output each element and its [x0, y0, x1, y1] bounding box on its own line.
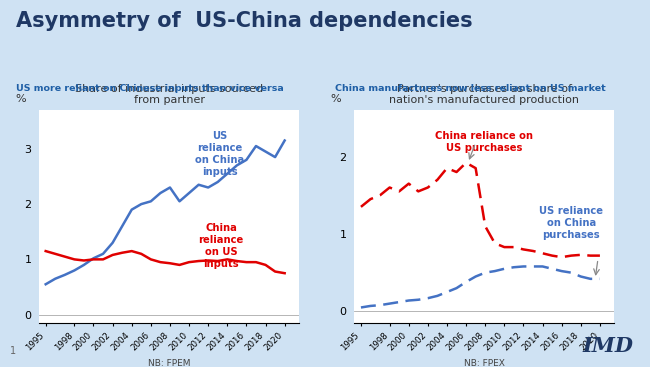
- Text: US
reliance
on China
inputs: US reliance on China inputs: [195, 131, 244, 177]
- Title: Partner's purchases as share of
nation's manufactured production: Partner's purchases as share of nation's…: [389, 84, 579, 105]
- Text: NB: FPEX: NB: FPEX: [464, 359, 504, 367]
- Text: China manufactures now less reliant on US market: China manufactures now less reliant on U…: [335, 84, 606, 94]
- Text: %: %: [16, 94, 26, 104]
- Text: China reliance on
US purchases: China reliance on US purchases: [436, 131, 533, 153]
- Title: Share of industrial inputs sourced
from partner: Share of industrial inputs sourced from …: [75, 84, 263, 105]
- Text: IMD: IMD: [583, 336, 634, 356]
- Text: China
reliance
on US
inputs: China reliance on US inputs: [198, 223, 244, 269]
- Text: Asymmetry of  US-China dependencies: Asymmetry of US-China dependencies: [16, 11, 473, 31]
- Text: US more reliant on Chinese inputs than vice versa: US more reliant on Chinese inputs than v…: [16, 84, 284, 94]
- Text: %: %: [331, 94, 341, 104]
- Text: 1: 1: [10, 346, 16, 356]
- Text: NB: FPEM: NB: FPEM: [148, 359, 190, 367]
- Text: US reliance
on China
purchases: US reliance on China purchases: [540, 206, 603, 240]
